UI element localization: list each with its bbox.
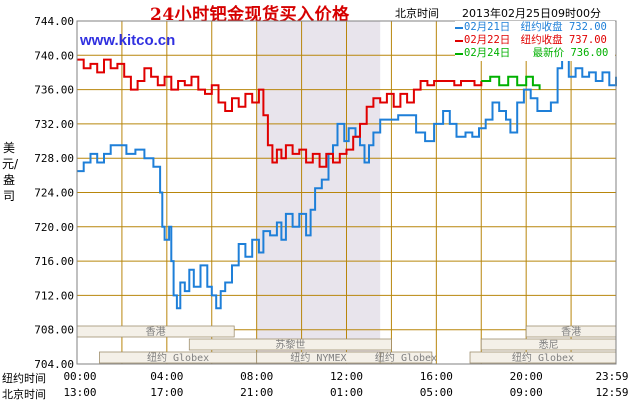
- y-tick-label: 736.00: [34, 84, 74, 97]
- legend-swatch: [455, 52, 463, 55]
- legend-item: 02月24日 最新价 736.00: [455, 47, 615, 60]
- y-tick-label: 744.00: [34, 15, 74, 28]
- legend-value: 736.00: [570, 47, 609, 59]
- legend-label: 纽约收盘: [520, 21, 563, 33]
- session-ny-globex-label: 纽约 Globex: [512, 351, 574, 364]
- y-tick-label: 732.00: [34, 118, 74, 131]
- ny-time-label: 纽约时间: [2, 372, 46, 385]
- site-link[interactable]: www.kitco.cn: [80, 32, 176, 49]
- legend-item: 02月22日 纽约收盘 737.00: [455, 34, 615, 47]
- y-tick-label: 704.00: [34, 358, 74, 371]
- chart-title: 24小时钯金现货买入价格: [150, 5, 350, 25]
- session-sydney-label: 悉尼: [539, 339, 559, 351]
- session-ny-globex-label: 纽约 Globex: [375, 351, 437, 364]
- y-tick-label: 716.00: [34, 255, 74, 268]
- session-ny-globex-label: 纽约 Globex: [147, 351, 209, 364]
- session-ny-globex: [379, 351, 433, 364]
- y-axis-label: 美元/盎司: [2, 141, 19, 203]
- bj-time-label: 北京时间: [2, 388, 46, 401]
- legend-swatch: [455, 39, 463, 42]
- series-line-02月24日: [481, 75, 541, 90]
- legend-swatch: [455, 26, 463, 29]
- y-tick-label: 720.00: [34, 221, 74, 234]
- session-zurich-label: 苏黎世: [275, 338, 305, 351]
- timestamp: 2013年02月25日09时00分: [462, 7, 601, 20]
- session-zurich: [188, 338, 392, 351]
- session-hongkong-label: 香港: [561, 326, 581, 338]
- series-line-02月21日: [77, 54, 617, 310]
- legend: 02月21日 纽约收盘 732.00 02月22日 纽约收盘 737.00 02…: [455, 21, 615, 61]
- legend-date: 02月22日: [464, 34, 511, 46]
- y-tick-label: 740.00: [34, 49, 74, 62]
- legend-date: 02月24日: [464, 47, 511, 59]
- timezone-label: 北京时间: [395, 7, 439, 20]
- legend-value: 737.00: [568, 34, 607, 46]
- legend-date: 02月21日: [464, 21, 511, 33]
- y-tick-label: 728.00: [34, 152, 74, 165]
- y-tick-label: 712.00: [34, 289, 74, 302]
- legend-label: 纽约收盘: [520, 34, 563, 46]
- y-tick-label: 724.00: [34, 187, 74, 200]
- legend-item: 02月21日 纽约收盘 732.00: [455, 21, 615, 34]
- plot-border: [76, 20, 617, 365]
- legend-label: 最新价: [532, 47, 565, 59]
- session-ny-nymex-label: 纽约 NYMEX: [290, 351, 346, 364]
- y-tick-label: 708.00: [34, 324, 74, 337]
- session-hongkong-label: 香港: [146, 326, 166, 338]
- series-line-02月22日: [77, 58, 483, 168]
- legend-value: 732.00: [568, 21, 607, 33]
